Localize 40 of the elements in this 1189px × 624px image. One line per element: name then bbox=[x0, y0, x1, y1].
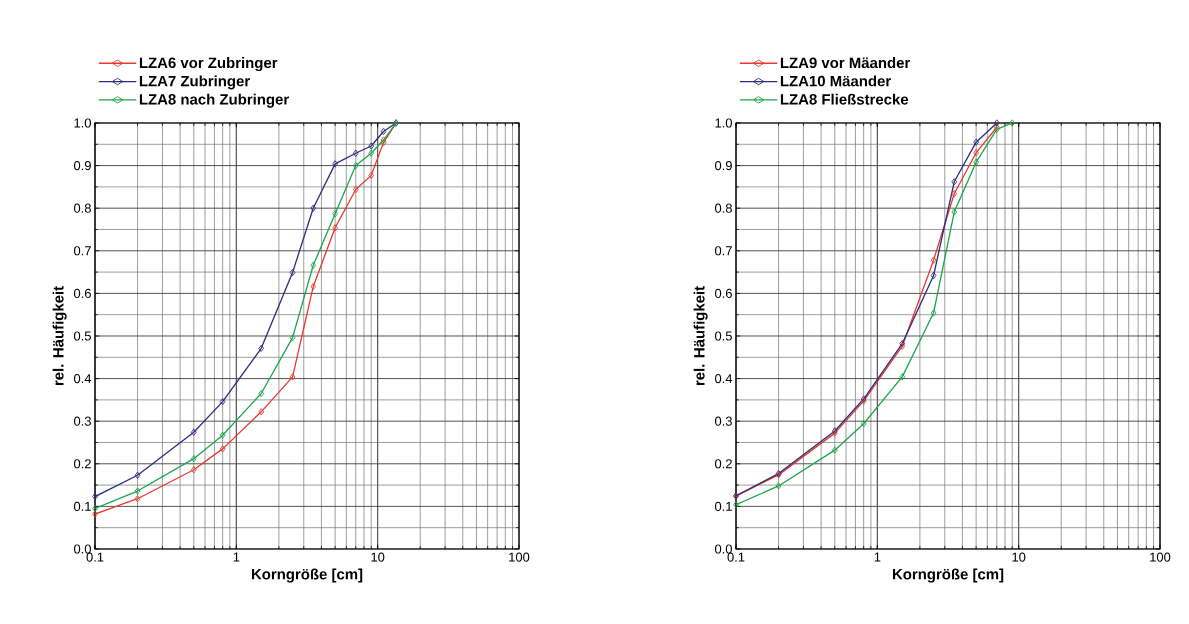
y-tick-label: 0.9 bbox=[714, 160, 732, 171]
legend-label: LZA9 vor Mäander bbox=[780, 57, 911, 69]
y-tick-label: 0.0 bbox=[73, 544, 91, 554]
y-tick-label: 0.7 bbox=[714, 246, 732, 256]
y-tick-label: 0.9 bbox=[73, 160, 91, 171]
x-tick-label: 100 bbox=[509, 552, 530, 562]
legend-label: LZA7 Zubringer bbox=[139, 75, 250, 90]
x-tick-label: 0.1 bbox=[727, 552, 745, 562]
y-tick-label: 0.8 bbox=[714, 203, 732, 213]
y-axis-title: rel. Häufigkeit bbox=[693, 286, 708, 386]
x-tick-label: 1 bbox=[233, 552, 240, 562]
y-tick-label: 0.0 bbox=[714, 544, 732, 554]
y-tick-label: 0.2 bbox=[73, 459, 91, 469]
x-tick-label: 100 bbox=[1150, 552, 1171, 562]
y-tick-label: 0.6 bbox=[73, 288, 91, 298]
y-tick-label: 0.7 bbox=[73, 246, 91, 256]
y-tick-label: 0.4 bbox=[714, 373, 733, 384]
x-tick-label: 1 bbox=[874, 552, 881, 562]
y-tick-label: 0.1 bbox=[714, 501, 732, 511]
y-tick-label: 0.2 bbox=[714, 459, 732, 469]
x-tick-label: 10 bbox=[371, 552, 385, 562]
y-tick-label: 1.0 bbox=[74, 118, 91, 128]
x-axis-title: Korngröße [cm] bbox=[251, 568, 363, 583]
y-axis-title: rel. Häufigkeit bbox=[52, 286, 67, 386]
legend-label: LZA10 Mäander bbox=[780, 75, 891, 87]
y-tick-label: 1.0 bbox=[715, 118, 732, 128]
y-tick-label: 0.3 bbox=[714, 416, 732, 426]
x-tick-label: 10 bbox=[1012, 552, 1026, 562]
y-tick-label: 0.1 bbox=[73, 501, 91, 511]
y-tick-label: 0.6 bbox=[714, 288, 732, 298]
y-tick-label: 0.5 bbox=[714, 331, 732, 341]
y-tick-label: 0.3 bbox=[73, 416, 91, 426]
legend-label: LZA8 Fließstrecke bbox=[780, 93, 909, 105]
x-axis-title: Korngröße [cm] bbox=[892, 568, 1004, 583]
legend-label: LZA8 nach Zubringer bbox=[139, 93, 289, 108]
legend-label: LZA6 vor Zubringer bbox=[139, 57, 278, 72]
x-tick-label: 0.1 bbox=[86, 552, 104, 562]
y-tick-label: 0.4 bbox=[73, 373, 92, 384]
y-tick-label: 0.8 bbox=[73, 203, 91, 213]
y-tick-label: 0.5 bbox=[73, 331, 91, 341]
